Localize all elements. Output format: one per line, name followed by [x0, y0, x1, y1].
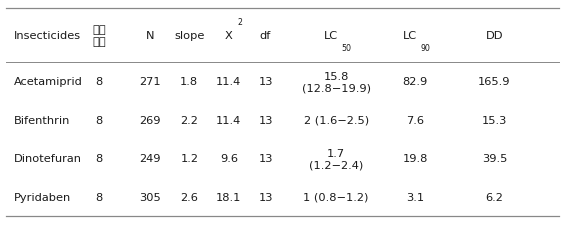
Text: df: df: [260, 31, 271, 41]
Text: 1.7
(1.2−2.4): 1.7 (1.2−2.4): [309, 148, 363, 169]
Text: 8: 8: [95, 115, 102, 125]
Text: 305: 305: [139, 192, 160, 202]
Text: 1 (0.8−1.2): 1 (0.8−1.2): [303, 192, 369, 202]
Text: 13: 13: [258, 115, 273, 125]
Text: Pyridaben: Pyridaben: [14, 192, 71, 202]
Text: 1.8: 1.8: [180, 77, 198, 87]
Text: Bifenthrin: Bifenthrin: [14, 115, 71, 125]
Text: Acetamiprid: Acetamiprid: [14, 77, 83, 87]
Text: 3.1: 3.1: [406, 192, 424, 202]
Text: 2.6: 2.6: [180, 192, 198, 202]
Text: Insecticides: Insecticides: [14, 31, 81, 41]
Text: X: X: [225, 31, 233, 41]
Text: 1.2: 1.2: [180, 154, 198, 164]
Text: 11.4: 11.4: [216, 77, 241, 87]
Text: 82.9: 82.9: [403, 77, 428, 87]
Text: Dinotefuran: Dinotefuran: [14, 154, 82, 164]
Text: 249: 249: [139, 154, 160, 164]
Text: 39.5: 39.5: [482, 154, 507, 164]
Text: 13: 13: [258, 77, 273, 87]
Text: slope: slope: [174, 31, 205, 41]
Text: 15.8
(12.8−19.9): 15.8 (12.8−19.9): [302, 71, 371, 93]
Text: 8: 8: [95, 154, 102, 164]
Text: 13: 13: [258, 154, 273, 164]
Text: 8: 8: [95, 77, 102, 87]
Text: DD: DD: [486, 31, 503, 41]
Text: 18.1: 18.1: [216, 192, 241, 202]
Text: 6.2: 6.2: [485, 192, 503, 202]
Text: 90: 90: [420, 44, 431, 53]
Text: 7.6: 7.6: [406, 115, 424, 125]
Text: LC: LC: [323, 31, 337, 41]
Text: 269: 269: [139, 115, 160, 125]
Text: 11.4: 11.4: [216, 115, 241, 125]
Text: 9.6: 9.6: [220, 154, 238, 164]
Text: 165.9: 165.9: [478, 77, 511, 87]
Text: 2 (1.6−2.5): 2 (1.6−2.5): [303, 115, 369, 125]
Text: N: N: [145, 31, 154, 41]
Text: 2: 2: [237, 18, 242, 27]
Text: 271: 271: [139, 77, 160, 87]
Text: 13: 13: [258, 192, 273, 202]
Text: 50: 50: [341, 44, 351, 53]
Text: LC: LC: [402, 31, 417, 41]
Text: 2.2: 2.2: [180, 115, 198, 125]
Text: 15.3: 15.3: [482, 115, 507, 125]
Text: 19.8: 19.8: [403, 154, 428, 164]
Text: 8: 8: [95, 192, 102, 202]
Text: 측정
시간: 측정 시간: [92, 25, 106, 47]
